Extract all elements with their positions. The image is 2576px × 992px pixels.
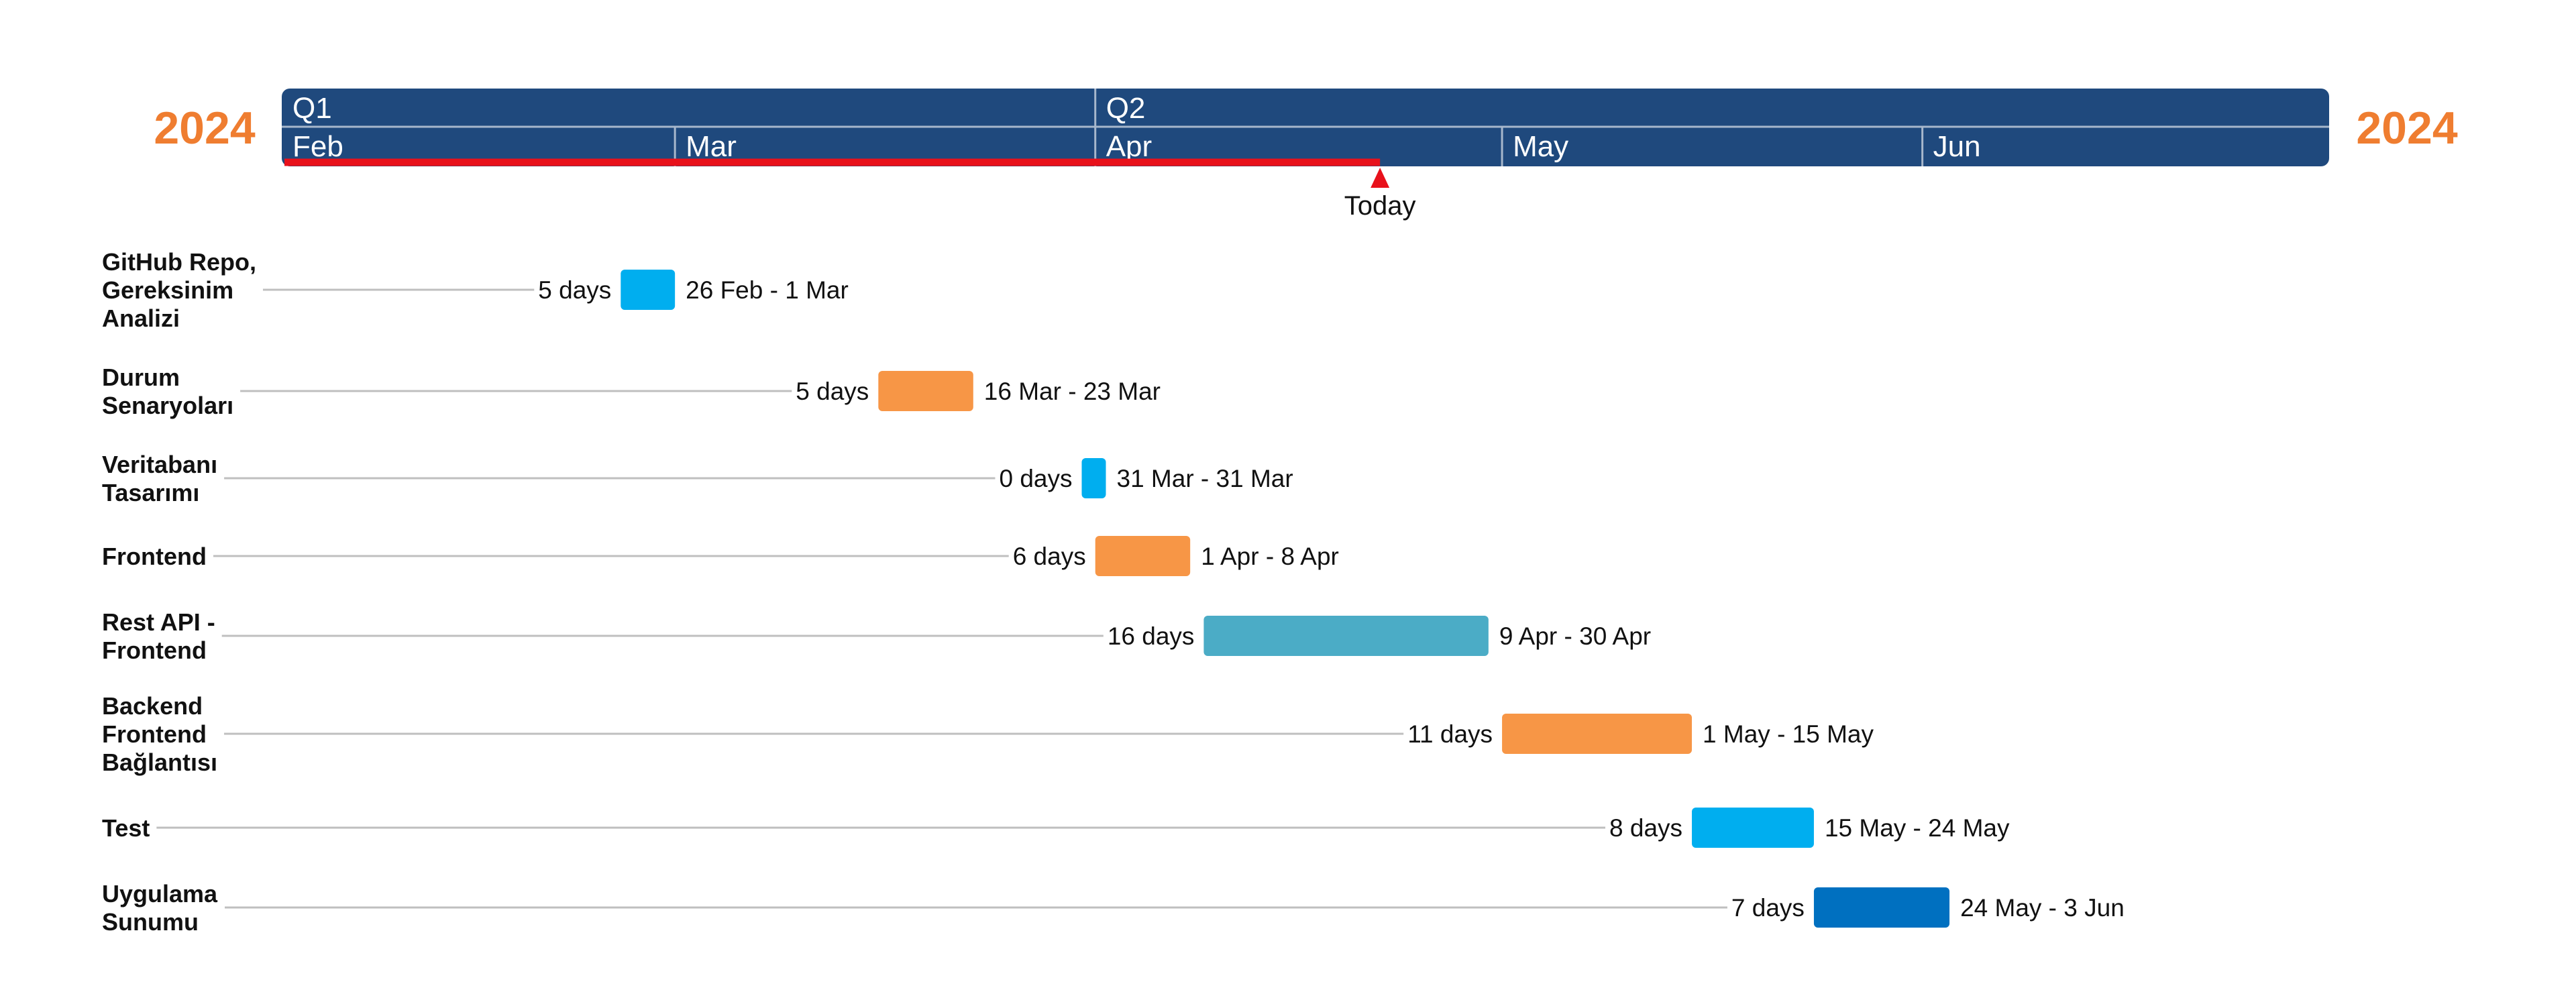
month-label: Feb bbox=[292, 130, 343, 163]
task-row: Frontend 6 days 1 Apr - 8 Apr bbox=[102, 536, 1339, 576]
task-row: Backend Frontend Bağlantısı 11 days 1 May - … bbox=[102, 692, 1874, 776]
task-duration-label: 7 days bbox=[1731, 894, 1805, 922]
year-label-left: 2024 bbox=[154, 103, 255, 154]
task-date-label: 16 Mar - 23 Mar bbox=[984, 378, 1161, 405]
task-date-label: 9 Apr - 30 Apr bbox=[1499, 622, 1651, 650]
task-date-label: 15 May - 24 May bbox=[1825, 814, 2010, 842]
task-date-label: 24 May - 3 Jun bbox=[1960, 894, 2125, 922]
task-row: GitHub Repo, Gereksinim Analizi 5 days 26 Fe… bbox=[102, 248, 849, 332]
task-duration-label: 16 days bbox=[1108, 622, 1195, 650]
task-row: Test 8 days 15 May - 24 May bbox=[102, 808, 2010, 848]
quarter-label: Q1 bbox=[292, 92, 332, 125]
task-date-label: 1 Apr - 8 Apr bbox=[1201, 543, 1339, 570]
today-triangle-icon bbox=[1371, 168, 1390, 188]
task-duration-label: 5 days bbox=[796, 378, 869, 405]
month-label: Apr bbox=[1106, 130, 1152, 163]
today-label: Today bbox=[1344, 191, 1416, 221]
task-duration-label: 0 days bbox=[999, 465, 1072, 492]
task-row: Veritabanı Tasarımı 0 days 31 Mar - 31 Mar bbox=[102, 451, 1293, 506]
task-bar[interactable] bbox=[878, 371, 973, 411]
task-bar[interactable] bbox=[1095, 536, 1191, 576]
task-duration-label: 6 days bbox=[1013, 543, 1086, 570]
task-name: Backend Frontend Bağlantısı bbox=[102, 692, 217, 776]
task-list: GitHub Repo, Gereksinim Analizi 5 days 26 Fe… bbox=[102, 248, 2125, 936]
task-name: Frontend bbox=[102, 543, 207, 570]
quarter-label: Q2 bbox=[1106, 92, 1146, 125]
task-bar[interactable] bbox=[1813, 887, 1950, 928]
year-label-right: 2024 bbox=[2356, 103, 2457, 154]
task-name: Uygulama Sunumu bbox=[102, 880, 218, 936]
task-row: Uygulama Sunumu 7 days 24 May - 3 Jun bbox=[102, 880, 2125, 936]
task-bar[interactable] bbox=[1502, 714, 1693, 754]
task-row: Rest API -Frontend 16 days 9 Apr - 30 Apr bbox=[102, 608, 1651, 664]
task-bar[interactable] bbox=[1081, 458, 1106, 498]
task-name: Rest API -Frontend bbox=[102, 608, 215, 664]
task-bar[interactable] bbox=[1692, 808, 1814, 848]
today-marker: Today bbox=[284, 158, 1416, 221]
month-label: Mar bbox=[686, 130, 737, 163]
task-name: Test bbox=[102, 814, 150, 842]
task-duration-label: 5 days bbox=[538, 276, 611, 304]
task-date-label: 1 May - 15 May bbox=[1703, 720, 1874, 748]
task-bar[interactable] bbox=[1203, 616, 1489, 656]
timeline-header: Q1 Q2 Feb Mar Apr May Jun bbox=[282, 89, 2329, 166]
task-bar[interactable] bbox=[621, 270, 676, 310]
month-label: May bbox=[1513, 130, 1568, 163]
task-row: Durum Senaryoları 5 days 16 Mar - 23 Mar bbox=[102, 364, 1161, 419]
quarter-row: Q1 Q2 bbox=[292, 89, 1145, 127]
task-name: GitHub Repo, Gereksinim Analizi bbox=[102, 248, 256, 332]
month-row: Feb Mar Apr May Jun bbox=[292, 127, 1981, 166]
task-date-label: 31 Mar - 31 Mar bbox=[1117, 465, 1293, 492]
task-duration-label: 8 days bbox=[1609, 814, 1682, 842]
task-date-label: 26 Feb - 1 Mar bbox=[686, 276, 849, 304]
task-duration-label: 11 days bbox=[1407, 720, 1493, 748]
task-name: Durum Senaryoları bbox=[102, 364, 233, 419]
month-label: Jun bbox=[1933, 130, 1981, 163]
task-name: Veritabanı Tasarımı bbox=[102, 451, 217, 506]
